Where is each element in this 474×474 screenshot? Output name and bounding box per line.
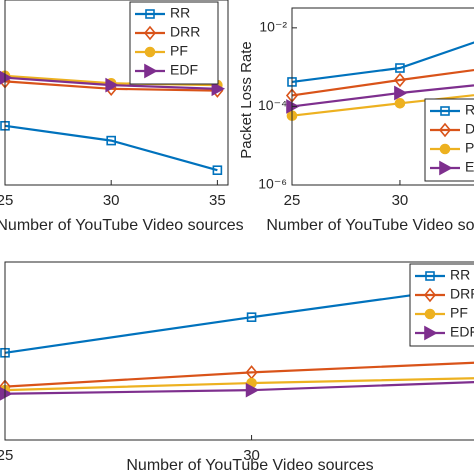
legend-label: PF bbox=[450, 305, 468, 321]
legend-marker bbox=[424, 308, 436, 320]
legend-label: RR bbox=[170, 5, 190, 21]
y-axis-label: Packet Loss Rate bbox=[238, 41, 255, 159]
data-point bbox=[394, 98, 406, 109]
data-point bbox=[106, 135, 116, 146]
data-point bbox=[394, 85, 408, 101]
x-tick-label: 25 bbox=[0, 447, 13, 464]
data-point bbox=[212, 165, 223, 175]
x-tick-label: 25 bbox=[0, 192, 13, 209]
data-point bbox=[245, 382, 260, 398]
legend-marker bbox=[145, 9, 155, 19]
legend-marker bbox=[425, 271, 435, 281]
x-axis-label: Number of YouTube Video sources bbox=[126, 457, 373, 474]
y-tick-label: 10⁻⁶ bbox=[258, 176, 287, 192]
legend-label: RR bbox=[450, 267, 470, 283]
axes-box bbox=[4, 261, 474, 441]
legend-label: DRR bbox=[450, 286, 474, 302]
x-tick-label: 35 bbox=[209, 192, 226, 209]
x-tick-label: 30 bbox=[392, 192, 409, 209]
legend-marker bbox=[439, 143, 451, 155]
y-tick-label: 10⁻² bbox=[259, 19, 287, 35]
legend-marker bbox=[423, 287, 437, 303]
data-point bbox=[393, 72, 406, 88]
y-tick-label: 10⁻⁴ bbox=[258, 97, 287, 113]
series-line bbox=[4, 361, 474, 388]
data-point bbox=[246, 312, 257, 322]
data-point bbox=[211, 81, 226, 97]
legend-label: RR bbox=[465, 102, 474, 118]
legend-label: DRR bbox=[465, 121, 474, 137]
legend-marker bbox=[144, 63, 158, 79]
x-axis-label: Number of YouTube Video sources bbox=[266, 217, 474, 234]
x-tick-label: 30 bbox=[243, 447, 260, 464]
series-line bbox=[4, 285, 474, 354]
series-line bbox=[291, 41, 474, 84]
legend-marker bbox=[440, 106, 450, 116]
legend-marker bbox=[143, 25, 157, 41]
legend-marker bbox=[438, 122, 452, 138]
x-axis-label: Number of YouTube Video sources bbox=[0, 217, 244, 234]
axes-box bbox=[4, 0, 229, 186]
legend-label: EDF bbox=[450, 324, 474, 340]
series-line bbox=[4, 124, 218, 172]
data-point bbox=[395, 63, 405, 73]
legend-marker bbox=[144, 46, 156, 58]
legend-label: EDF bbox=[170, 62, 198, 78]
legend-label: DRR bbox=[170, 24, 200, 40]
x-tick-label: 25 bbox=[284, 192, 301, 209]
legend-label: PF bbox=[465, 140, 474, 156]
axes-box bbox=[291, 7, 474, 186]
legend-label: PF bbox=[170, 43, 188, 59]
x-tick-label: 30 bbox=[103, 192, 120, 209]
data-point bbox=[105, 77, 119, 93]
legend-label: EDF bbox=[465, 159, 474, 175]
legend-marker bbox=[439, 160, 453, 176]
legend-marker bbox=[424, 325, 438, 341]
series-line bbox=[291, 68, 474, 97]
